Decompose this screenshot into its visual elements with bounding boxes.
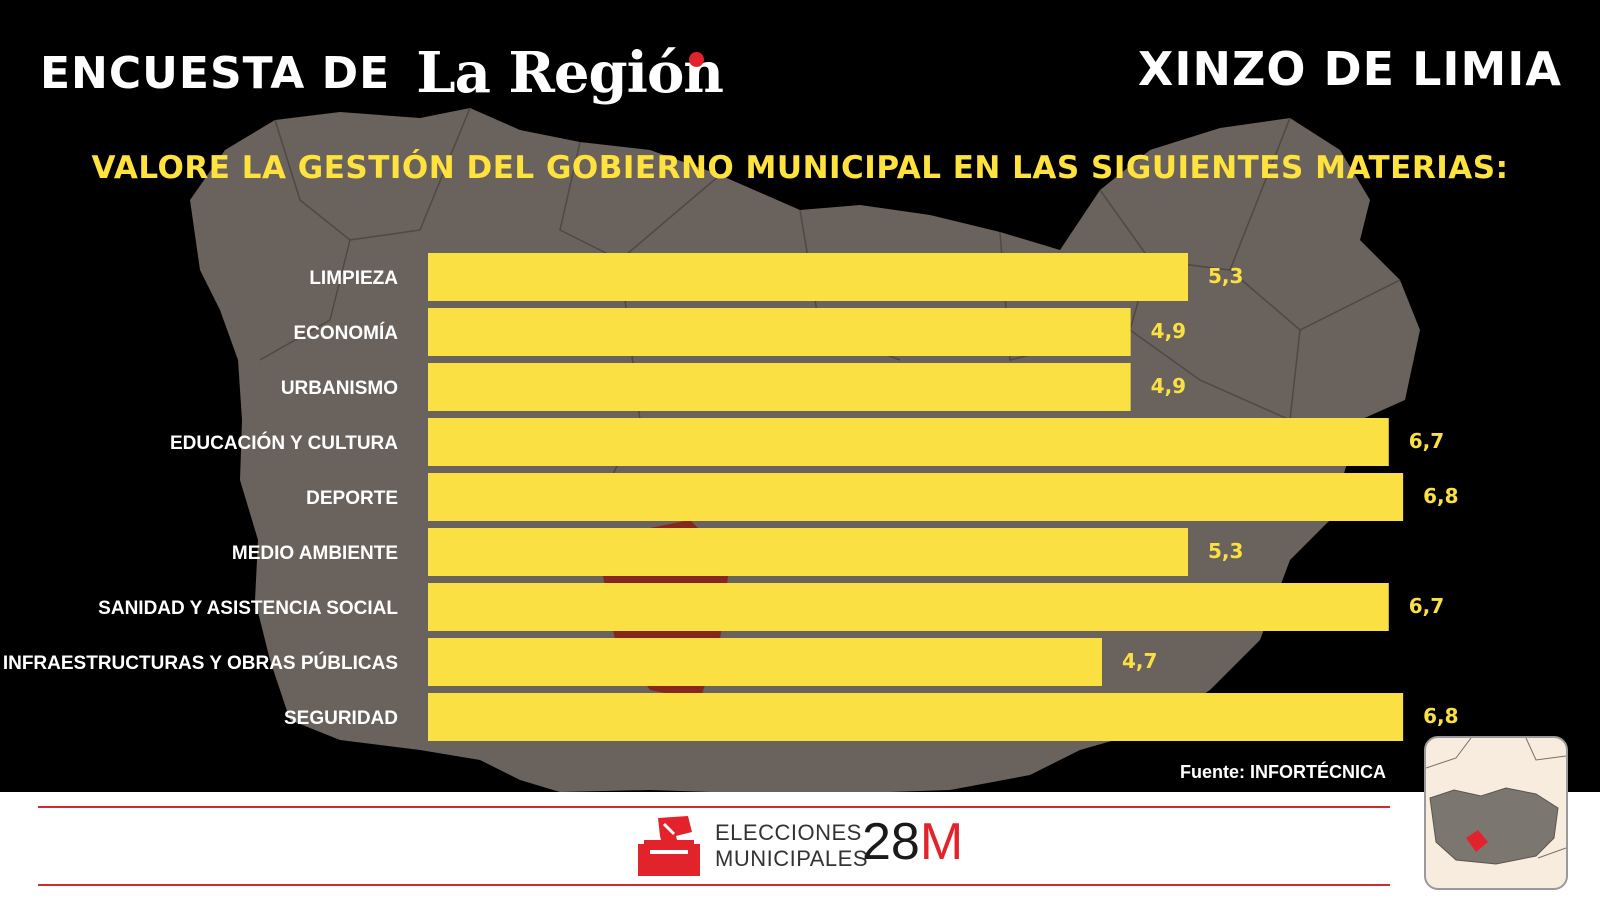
category-label-0: LIMPIEZA xyxy=(309,268,398,289)
logo-red-dot-icon xyxy=(689,52,705,67)
category-label-7: INFRAESTRUCTURAS Y OBRAS PÚBLICAS xyxy=(3,652,398,674)
category-label-2: URBANISMO xyxy=(281,378,398,399)
footer: ELECCIONES MUNICIPALES 28M xyxy=(0,792,1600,900)
bar-chart: LIMPIEZA 5,3 ECONOMÍA 4,9 URBANISMO 4,9 EDUCAC… xyxy=(3,253,1459,741)
bar-6 xyxy=(428,583,1389,631)
category-label-5: MEDIO AMBIENTE xyxy=(232,543,398,564)
category-label-4: DEPORTE xyxy=(306,488,398,509)
bar-3 xyxy=(428,418,1389,466)
header-prefix: ENCUESTA DE xyxy=(40,47,391,99)
bar-5 xyxy=(428,528,1189,576)
chart-question: VALORE LA GESTIÓN DEL GOBIERNO MUNICIPAL… xyxy=(91,150,1509,186)
source-note: Fuente: INFORTÉCNICA xyxy=(1180,762,1386,782)
elections-date: 28M xyxy=(862,812,963,872)
footer-bottom-rule xyxy=(38,884,1390,886)
bar-2 xyxy=(428,363,1131,411)
bar-7 xyxy=(428,638,1102,686)
elections-date-number: 28 xyxy=(862,813,920,871)
category-label-8: SEGURIDAD xyxy=(284,708,398,729)
value-label-6: 6,7 xyxy=(1409,594,1444,618)
value-label-3: 6,7 xyxy=(1409,429,1444,453)
value-label-1: 4,9 xyxy=(1151,319,1186,343)
elections-label: ELECCIONES MUNICIPALES xyxy=(715,820,868,872)
ballot-box-icon xyxy=(638,816,700,876)
elections-line-1: ELECCIONES xyxy=(715,820,862,845)
logo-text: La Región xyxy=(416,40,724,106)
value-label-8: 6,8 xyxy=(1423,704,1458,728)
value-label-7: 4,7 xyxy=(1122,649,1157,673)
category-label-3: EDUCACIÓN Y CULTURA xyxy=(170,432,398,454)
value-label-2: 4,9 xyxy=(1151,374,1186,398)
location-title: XINZO DE LIMIA xyxy=(1137,42,1562,96)
value-label-5: 5,3 xyxy=(1208,539,1243,563)
value-label-4: 6,8 xyxy=(1423,484,1458,508)
value-label-0: 5,3 xyxy=(1208,264,1243,288)
bar-1 xyxy=(428,308,1131,356)
header-left: ENCUESTA DE La Región xyxy=(40,38,724,108)
elections-date-letter: M xyxy=(919,813,964,871)
footer-top-rule xyxy=(38,806,1390,808)
la-region-logo: La Región xyxy=(416,40,724,106)
category-label-1: ECONOMÍA xyxy=(294,322,399,344)
elections-line-2: MUNICIPALES xyxy=(715,846,869,871)
category-label-6: SANIDAD Y ASISTENCIA SOCIAL xyxy=(98,598,398,619)
bar-8 xyxy=(428,693,1404,741)
locator-map-icon xyxy=(1424,736,1568,890)
bar-0 xyxy=(428,253,1189,301)
bar-4 xyxy=(428,473,1404,521)
